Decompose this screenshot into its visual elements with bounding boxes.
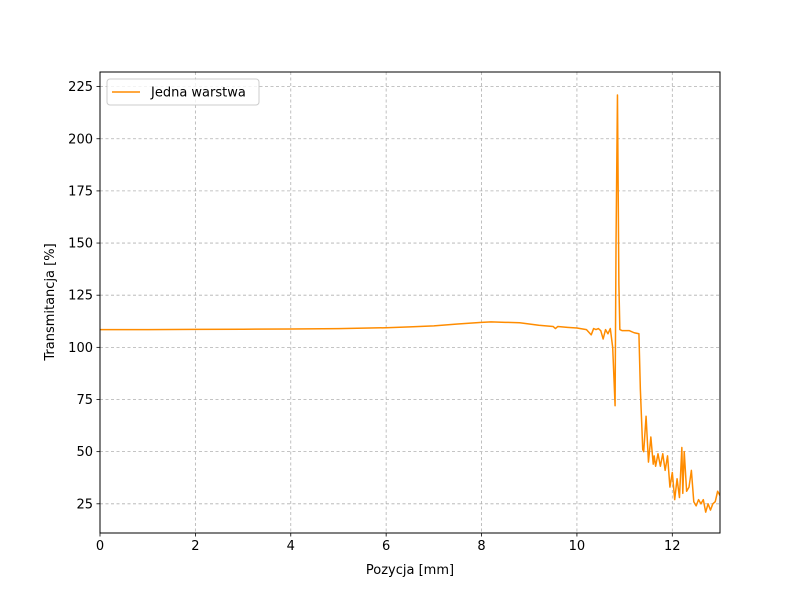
y-tick-label: 50 xyxy=(76,445,93,460)
x-tick-label: 8 xyxy=(477,539,485,554)
y-axis-label: Transmitancja [%] xyxy=(43,243,58,361)
x-tick-label: 10 xyxy=(569,539,586,554)
x-tick-label: 6 xyxy=(382,539,390,554)
legend-box xyxy=(106,78,260,106)
x-tick-label: 2 xyxy=(191,539,199,554)
y-tick-label: 25 xyxy=(76,497,93,512)
series-layer xyxy=(100,94,720,513)
x-tick-label: 4 xyxy=(287,539,295,554)
x-axis-label: Pozycja [mm] xyxy=(366,563,454,578)
series-line-jedna-warstwa xyxy=(100,94,720,513)
y-tick-label: 200 xyxy=(68,132,93,147)
x-tick-label: 0 xyxy=(96,539,104,554)
y-tick-label: 125 xyxy=(68,289,93,304)
legend-label-jedna-warstwa: Jedna warstwa xyxy=(150,86,246,101)
x-tick-label: 12 xyxy=(664,539,681,554)
legend: Jedna warstwa xyxy=(106,78,260,106)
y-tick-label: 150 xyxy=(68,237,93,252)
plot-area-frame xyxy=(99,71,721,534)
y-tick-label: 225 xyxy=(68,80,93,95)
axis-ticks: 0 2 4 6 8 10 12 25 50 75 100 125 150 175 200 225 xyxy=(68,80,680,554)
grid-lines xyxy=(99,72,720,533)
y-tick-label: 100 xyxy=(68,341,93,356)
y-tick-label: 175 xyxy=(68,184,93,199)
y-tick-label: 75 xyxy=(76,393,93,408)
